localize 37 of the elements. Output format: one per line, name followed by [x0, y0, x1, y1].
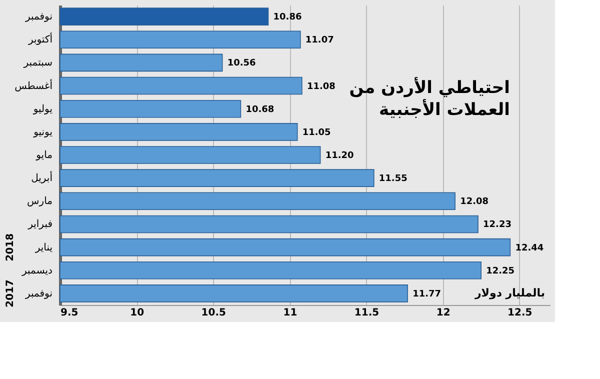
data-label: 11.05	[302, 128, 331, 138]
x-tick-label: 10	[130, 308, 144, 318]
data-label: 11.08	[306, 82, 336, 92]
x-tick-label: 9.5	[60, 308, 78, 318]
x-tick-label: 10.5	[201, 308, 226, 318]
x-tick-label: 12.5	[508, 308, 532, 318]
y-tick-label: أكتوبر	[27, 32, 53, 46]
x-tick-label: 12	[436, 308, 450, 318]
y-tick-label: مايو	[35, 150, 52, 161]
y-tick-label: نوفمبر	[24, 288, 52, 300]
y-tick-label: ديسمبر	[21, 265, 52, 276]
data-label: 11.20	[325, 151, 354, 161]
y-tick-label: مارس	[27, 196, 52, 208]
x-tick-label: 11.5	[354, 308, 380, 318]
data-label: 11.55	[378, 174, 408, 184]
data-label: 10.86	[273, 12, 302, 23]
data-label: 12.25	[486, 266, 515, 276]
data-label: 11.77	[412, 289, 442, 300]
text: 2017	[5, 280, 16, 308]
annotation: بالمليار دولار	[474, 286, 545, 300]
y-tick-label: نوفمبر	[24, 12, 52, 23]
y-tick-label: فبراير	[27, 219, 53, 230]
data-label: 10.56	[227, 58, 256, 69]
y-tick-label: سبتمبر	[22, 58, 52, 69]
y-tick-label: أغسطس	[14, 78, 53, 92]
y-tick-label: يوليو	[32, 104, 53, 115]
text: احتياطي الأردن من العملات الأجنبية	[349, 76, 510, 120]
data-label: 10.68	[246, 104, 274, 115]
y-tick-label: يونيو	[32, 126, 53, 138]
data-label: 12.44	[515, 243, 544, 254]
x-tick-label: 11	[283, 308, 298, 318]
text: 2018	[5, 233, 16, 262]
data-label: 11.07	[305, 36, 334, 46]
y-tick-label: يناير	[34, 242, 53, 254]
y-tick-label: أبريل	[31, 171, 53, 184]
data-label: 12.23	[483, 220, 512, 230]
data-label: 12.08	[460, 197, 489, 208]
